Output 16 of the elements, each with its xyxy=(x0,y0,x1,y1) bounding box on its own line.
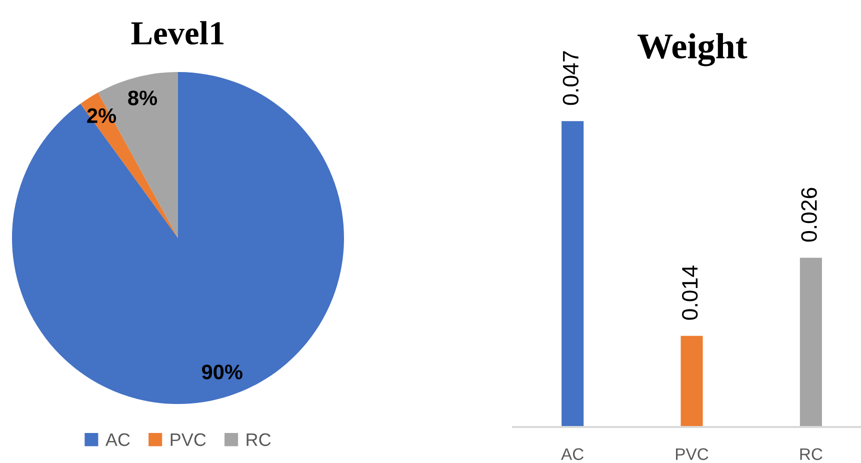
chart-title: Weight xyxy=(638,33,748,66)
data-label: 0.026 xyxy=(801,188,817,242)
legend-label: PVC xyxy=(170,433,206,446)
data-label: 2% xyxy=(87,108,116,124)
data-label: 8% xyxy=(128,90,158,106)
x-tick-label: PVC xyxy=(676,448,708,460)
pie-slice xyxy=(12,72,344,404)
pie-slice xyxy=(80,92,178,238)
data-label: 0.014 xyxy=(682,266,698,320)
x-tick-label: AC xyxy=(561,448,584,460)
chart-title: Level1 xyxy=(131,21,224,45)
data-label: 0.047 xyxy=(562,51,579,105)
legend-label: AC xyxy=(105,433,130,446)
data-label: 90% xyxy=(202,364,242,380)
legend-label: RC xyxy=(246,433,271,446)
x-tick-label: RC xyxy=(800,448,822,460)
